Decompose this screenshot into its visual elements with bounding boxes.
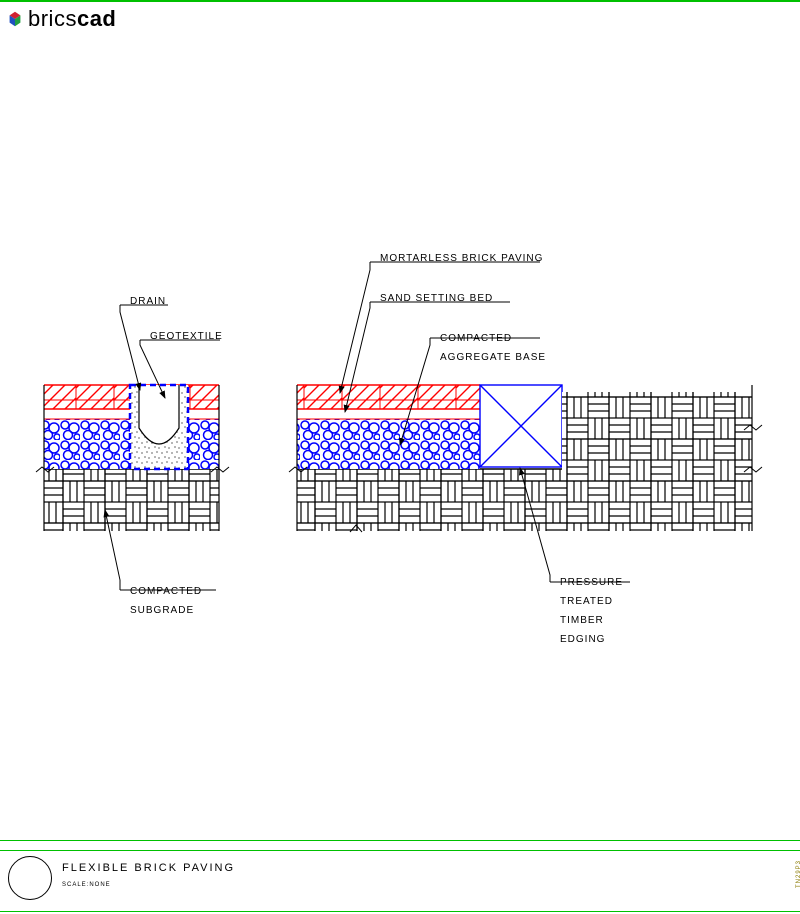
sheet-code: TN29P3: [796, 860, 800, 888]
drawing-title: FLEXIBLE BRICK PAVING: [62, 862, 235, 874]
title-block: FLEXIBLE BRICK PAVING SCALE:NONE: [0, 856, 800, 912]
left-section: [36, 385, 229, 531]
logo: bricscad: [6, 6, 116, 32]
label-mortarless: MORTARLESS BRICK PAVING: [380, 253, 543, 264]
label-drain: DRAIN: [130, 296, 166, 307]
divider-2: [0, 850, 800, 851]
label-timber: PRESSURE-TREATEDTIMBEREDGING: [560, 573, 660, 649]
label-aggregate: COMPACTEDAGGREGATE BASE: [440, 329, 580, 367]
drawing-area: DRAIN GEOTEXTILE COMPACTEDSUBGRADE MORTA…: [0, 40, 800, 840]
scale-text: SCALE:NONE: [62, 882, 111, 888]
label-compacted-subgrade: COMPACTEDSUBGRADE: [130, 582, 250, 620]
right-section: [289, 385, 762, 532]
label-geotextile: GEOTEXTILE: [150, 331, 223, 342]
logo-text: bricscad: [28, 6, 116, 32]
logo-icon: [6, 10, 24, 28]
top-border: [0, 0, 800, 2]
detail-circle: [8, 856, 52, 900]
label-sand-bed: SAND SETTING BED: [380, 293, 493, 304]
divider-1: [0, 840, 800, 841]
